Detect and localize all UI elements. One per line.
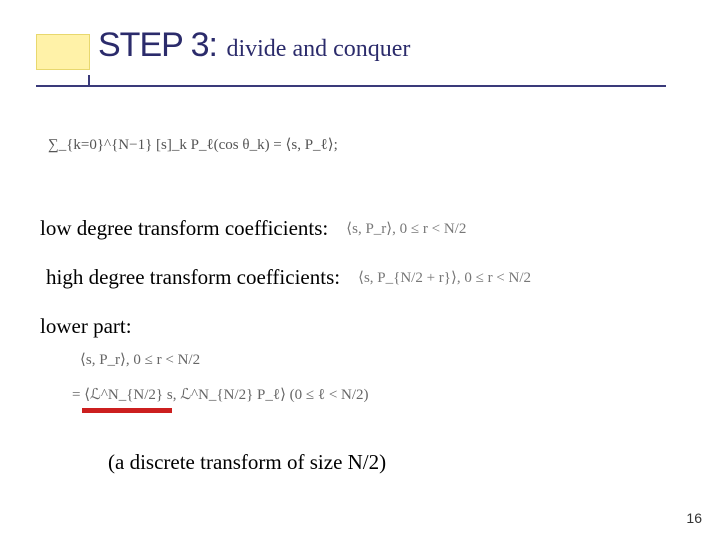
low-degree-math: ⟨s, P_r⟩, 0 ≤ r < N/2 xyxy=(346,219,466,238)
accent-box xyxy=(36,34,90,70)
row-high-degree: high degree transform coefficients: ⟨s, … xyxy=(46,265,531,290)
note-discrete-transform: (a discrete transform of size N/2) xyxy=(108,450,386,475)
row-low-degree: low degree transform coefficients: ⟨s, P… xyxy=(40,216,466,241)
row-lower-part: lower part: xyxy=(40,314,132,339)
slide-subtitle: divide and conquer xyxy=(226,36,410,62)
formula-lower-range: ⟨s, P_r⟩, 0 ≤ r < N/2 xyxy=(80,350,200,369)
formula-projection: = ⟨ℒ^N_{N/2} s, ℒ^N_{N/2} P_ℓ⟩ (0 ≤ ℓ < … xyxy=(72,385,369,404)
slide-header: STEP 3: divide and conquer xyxy=(0,0,720,28)
page-number: 16 xyxy=(686,510,702,526)
formula-sum: ∑_{k=0}^{N−1} [s]_k P_ℓ(cos θ_k) = ⟨s, P… xyxy=(48,135,338,154)
slide-title: STEP 3: divide and conquer xyxy=(98,26,410,65)
lower-part-label: lower part: xyxy=(40,314,132,338)
high-degree-math: ⟨s, P_{N/2 + r}⟩, 0 ≤ r < N/2 xyxy=(358,268,531,287)
header-rule xyxy=(36,85,666,87)
emphasis-underline xyxy=(82,408,172,413)
low-degree-label: low degree transform coefficients: xyxy=(40,216,328,241)
step-label: STEP 3: xyxy=(98,26,217,64)
high-degree-label: high degree transform coefficients: xyxy=(46,265,340,290)
